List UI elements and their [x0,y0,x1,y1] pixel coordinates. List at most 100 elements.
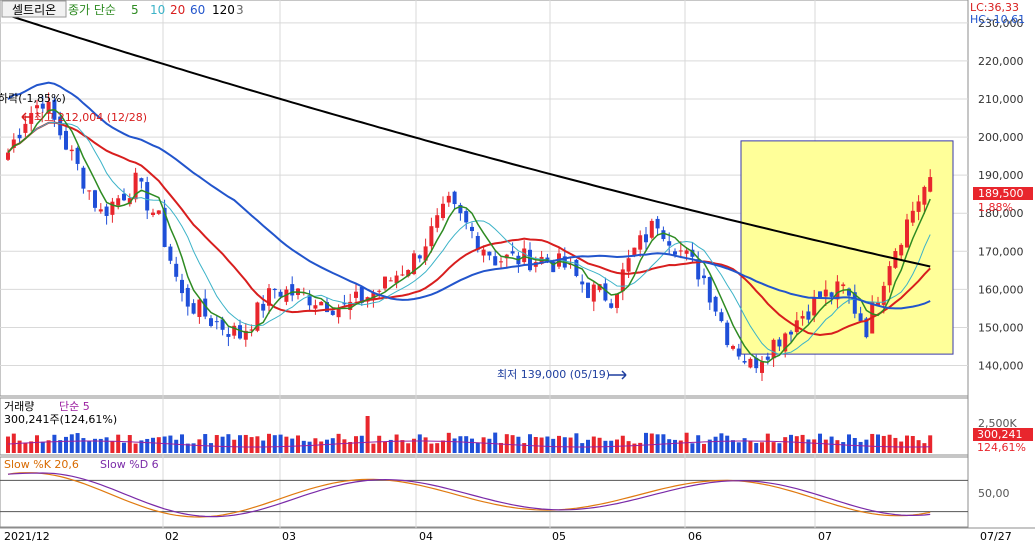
volume-bar [243,434,248,453]
candle-body [713,296,718,312]
candle-body [290,284,295,296]
candle-body [243,330,248,340]
candle-body [116,198,121,206]
candle-body [17,134,22,139]
volume-bar [713,436,718,453]
candle-body [104,206,109,216]
ma-label: 종가 단순 [68,3,116,17]
volume-bar [673,439,677,453]
volume-bar [765,433,770,453]
price-tag-value: 189,500 [978,187,1024,200]
candle-body [765,356,770,360]
candle-body [783,333,788,352]
candle-body [910,210,915,223]
volume-bar [301,440,306,453]
low-annotation: 최저 139,000 (05/19) [497,368,610,381]
volume-bar [644,432,648,453]
volume-bar [122,442,126,453]
volume-bar [226,434,231,453]
volume-bar [296,435,300,453]
candle-body [504,254,509,259]
volume-bar [377,435,382,453]
candle-body [325,302,329,313]
candle-body [377,290,382,292]
stock-name-box[interactable] [1,0,67,18]
volume-bar [806,439,811,453]
volume-bar [209,443,213,453]
volume-bar [180,434,184,453]
volume-bar [475,442,480,453]
volume-bar [151,437,155,453]
stoch-k-line [7,472,931,518]
candle-body [632,247,637,256]
volume-bar [522,443,527,453]
x-label-03: 03 [282,530,296,543]
candle-body [226,334,231,337]
volume-bar [928,435,933,453]
candle-body [603,283,608,301]
candle-body [905,219,909,248]
volume-bar [412,438,416,453]
price-tag-box [973,187,1033,200]
volume-bar [446,432,451,453]
volume-bar [487,438,492,453]
candle-body [452,191,457,205]
volume-bar [75,433,80,453]
candle-body [487,251,492,256]
candle-body [707,277,712,303]
candle-body [638,235,643,250]
volume-bar [319,441,324,453]
volume-bar [771,442,776,453]
volume-bar [551,438,556,453]
candle-body [400,274,405,276]
candle-body [800,316,805,319]
stoch-d-line [7,472,931,518]
y-tick-label: 170,000 [978,245,1024,258]
candle-body [725,322,730,346]
candle-body [481,249,486,256]
volume-bar [562,437,567,453]
candle-body [818,291,822,299]
candle-body [98,209,103,212]
candle-body [261,303,266,311]
candle-body [754,357,759,369]
ma-10-line [7,121,931,356]
volume-bar [104,437,109,453]
volume-bar [406,443,411,453]
volume-bar [493,432,498,453]
volume-bar [690,443,695,453]
volume-bar [452,438,457,453]
volume-bar [156,437,161,453]
candle-body [823,289,828,297]
pct-annotation: 하락(-1,85%) [0,91,66,105]
candle-body [690,249,695,257]
y-tick-label: 140,000 [978,360,1024,373]
candle-body [435,215,440,228]
candle-body [446,195,451,203]
candle-body [191,303,196,314]
volume-bar [17,440,22,453]
volume-bar [35,435,39,453]
candle-body [731,345,735,349]
volume-bar [829,436,834,453]
volume-bar [429,443,434,453]
candle-body [11,139,16,148]
stoch-d-label: Slow %D 6 [100,458,159,471]
x-label-04: 04 [419,530,433,543]
volume-bar [568,437,573,453]
x-label-06: 06 [688,530,702,543]
x-label-07-27: 07/27 [980,530,1012,543]
candle-body [423,246,428,261]
ma-20-label: 20 [170,3,185,17]
volume-bar [870,433,875,453]
candle-body [69,149,74,152]
volume-bar [255,436,260,453]
candle-body [551,261,556,273]
stock-name[interactable]: 셀트리온 [12,3,56,17]
y-tick-label: 150,000 [978,321,1024,334]
volume-bar [736,442,741,453]
candle-body [852,292,857,314]
candle-body [922,186,927,205]
candle-body [81,167,86,189]
candle-body [267,288,271,306]
